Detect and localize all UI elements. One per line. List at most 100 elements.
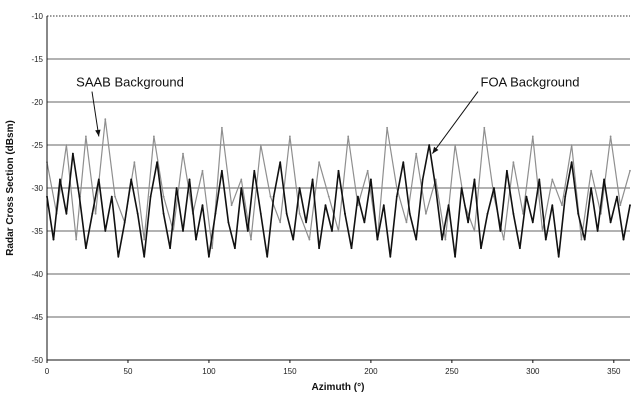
data-point <box>564 195 567 198</box>
data-point <box>447 204 450 207</box>
y-tick-label: -35 <box>31 227 43 236</box>
data-point <box>395 195 398 198</box>
data-point <box>221 126 223 129</box>
data-point <box>162 212 165 215</box>
data-point <box>347 135 350 138</box>
data-point <box>389 255 392 258</box>
data-point <box>415 238 418 241</box>
arrowhead <box>95 129 101 137</box>
data-point <box>110 195 113 198</box>
data-point <box>583 238 586 241</box>
data-point <box>94 212 97 215</box>
series-layer <box>46 118 631 258</box>
data-point <box>441 238 443 241</box>
data-point <box>318 247 320 250</box>
data-point <box>85 247 87 250</box>
data-point <box>298 212 301 215</box>
y-tick-label: -50 <box>31 356 43 365</box>
data-point <box>169 247 172 250</box>
x-tick-label: 0 <box>45 367 50 376</box>
data-point <box>311 178 314 181</box>
data-point <box>415 152 418 155</box>
data-point <box>240 178 243 181</box>
data-point <box>266 255 269 258</box>
data-point <box>182 152 184 155</box>
data-point <box>143 238 146 241</box>
y-tick-labels: -10 -15 -20 -25 -30 -35 -40 -45 -50 <box>31 12 43 365</box>
data-point <box>246 230 249 232</box>
data-point <box>382 204 385 207</box>
data-point <box>525 195 528 198</box>
arrowhead <box>432 146 439 154</box>
data-point <box>538 178 541 181</box>
data-point <box>629 204 631 207</box>
data-point <box>531 221 534 224</box>
data-point <box>327 195 330 198</box>
y-tick-label: -20 <box>31 98 43 107</box>
data-point <box>149 195 152 198</box>
y-tick-label: -45 <box>31 313 43 322</box>
data-point <box>408 212 411 215</box>
data-point <box>551 204 554 207</box>
data-point <box>201 169 204 172</box>
data-point <box>259 144 262 146</box>
y-tick-label: -10 <box>31 12 43 21</box>
data-point <box>272 195 275 198</box>
data-point <box>363 221 366 224</box>
data-point <box>269 195 272 198</box>
data-point <box>395 187 398 189</box>
annotation-label: FOA Background <box>481 75 580 90</box>
data-point <box>519 247 521 250</box>
data-point <box>123 221 126 224</box>
data-point <box>473 178 476 181</box>
data-point <box>551 178 554 181</box>
data-point <box>59 178 61 181</box>
data-point <box>104 230 107 232</box>
data-point <box>221 169 223 172</box>
data-point <box>531 135 534 138</box>
data-point <box>370 178 372 181</box>
data-point <box>285 212 288 215</box>
data-point <box>402 161 405 164</box>
grid-lines <box>47 58 630 318</box>
data-point <box>65 212 68 215</box>
data-point <box>324 204 327 207</box>
data-point <box>629 169 631 172</box>
data-point <box>305 221 307 224</box>
annotation-arrow <box>91 91 100 137</box>
data-point <box>622 238 625 241</box>
data-point <box>344 212 346 215</box>
y-axis-title: Radar Cross Section (dBsm) <box>5 120 16 256</box>
data-point <box>454 144 456 146</box>
data-point <box>240 187 243 189</box>
data-point <box>201 204 204 207</box>
annotation-arrow <box>432 91 479 154</box>
x-tick-label: 100 <box>202 367 216 376</box>
data-point <box>544 238 547 241</box>
data-point <box>114 195 116 198</box>
data-point <box>619 204 622 207</box>
data-point <box>230 204 233 207</box>
y-tick-label: -30 <box>31 184 43 193</box>
y-tick-label: -15 <box>31 55 43 64</box>
data-point <box>596 230 599 232</box>
data-point <box>493 187 495 189</box>
data-point <box>570 161 573 164</box>
data-point <box>486 212 489 215</box>
data-point <box>386 126 388 129</box>
y-tick-label: -40 <box>31 270 43 279</box>
data-point <box>557 255 560 258</box>
data-point <box>512 212 515 215</box>
data-point <box>577 212 580 215</box>
data-point <box>541 230 544 232</box>
y-tick-label: -25 <box>31 141 43 150</box>
data-point <box>473 230 476 232</box>
data-point <box>298 187 301 189</box>
data-point <box>162 195 165 198</box>
x-tick-labels: 0 50 100 150 200 250 300 350 <box>45 367 621 376</box>
data-point <box>483 126 486 129</box>
data-point <box>376 238 379 241</box>
series-foa-background <box>46 144 631 258</box>
data-point <box>234 247 236 250</box>
